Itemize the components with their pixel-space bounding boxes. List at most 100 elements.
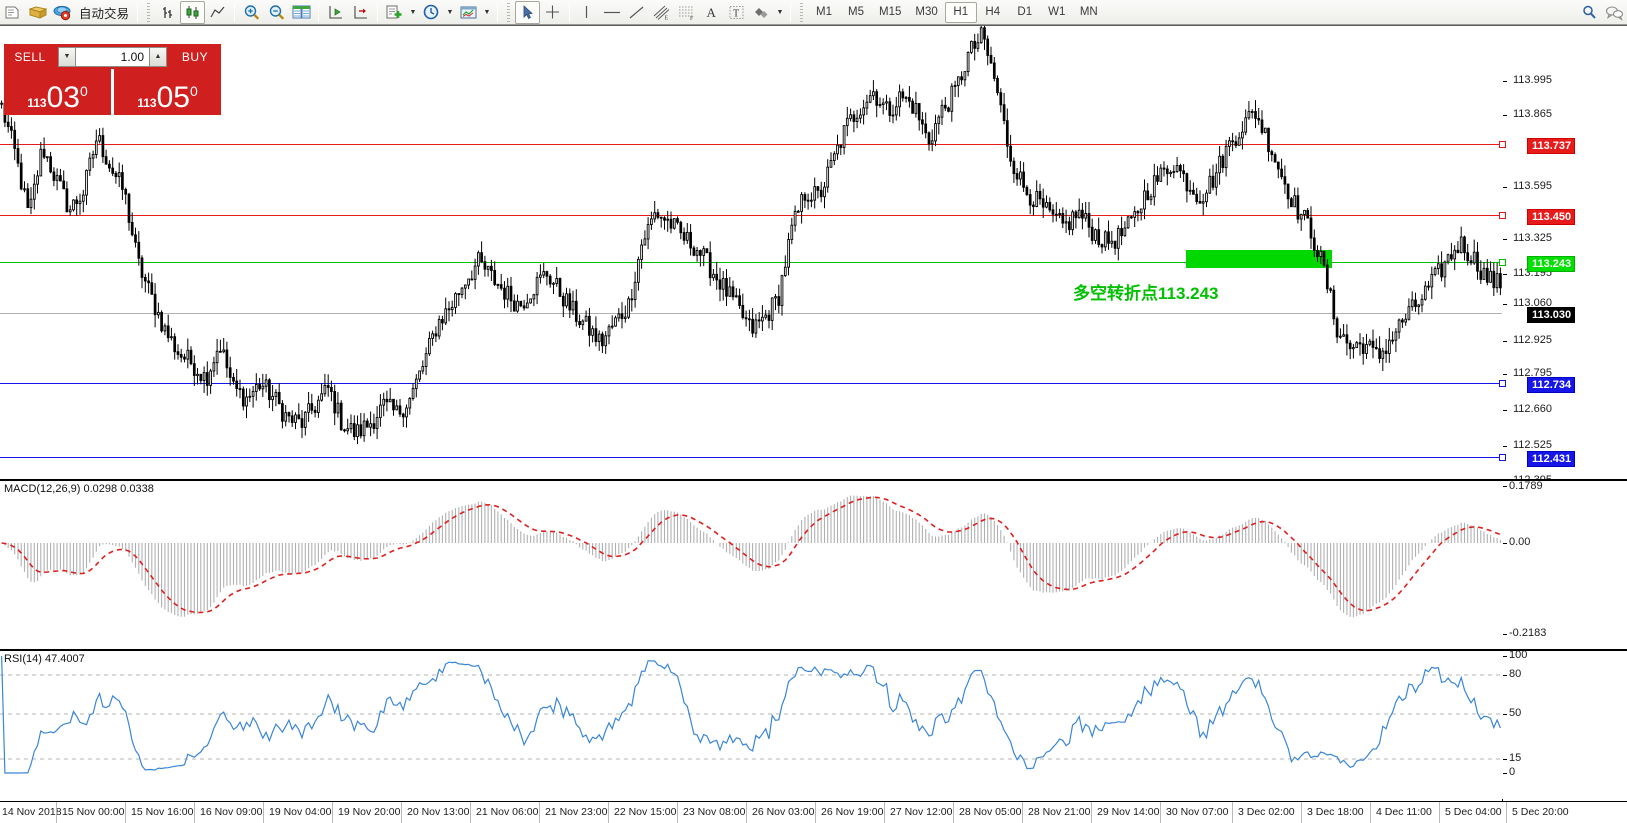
timeframe-d1[interactable]: D1 [1017, 6, 1033, 18]
one-click-trading-panel[interactable]: SELL ▼ 1.00 ▲ BUY 113 03 0 113 05 0 [4, 44, 221, 115]
macd-tick-label: 0.00 [1509, 536, 1531, 548]
timeframe-h4[interactable]: H4 [985, 6, 1001, 18]
line-chart-icon[interactable] [205, 1, 230, 24]
crosshair-icon[interactable] [540, 1, 565, 24]
new-indicator-icon[interactable] [382, 1, 407, 24]
price-tag-113243[interactable]: 113.243 [1527, 256, 1576, 272]
search-icon[interactable] [1577, 1, 1602, 24]
time-axis-label: 21 Nov 06:00 [476, 806, 539, 818]
chevron-down-icon[interactable]: ▼ [776, 8, 784, 16]
level-handle-112431[interactable] [1499, 454, 1506, 461]
text-icon[interactable]: A [699, 1, 724, 24]
rsi-tick-mark [1503, 656, 1507, 657]
toolbar-grip[interactable] [505, 2, 513, 22]
current-price-tag: 113.030 [1527, 307, 1576, 323]
support-line-112734[interactable] [0, 383, 1502, 384]
timeframe-m1[interactable]: M1 [816, 6, 832, 18]
timeframe-m15[interactable]: M15 [879, 6, 902, 18]
vertical-line-icon[interactable] [574, 1, 599, 24]
timeframe-w1[interactable]: W1 [1048, 6, 1066, 18]
resistance-line-113450[interactable] [0, 215, 1502, 216]
pivot-line-113243[interactable] [0, 262, 1502, 263]
shapes-icon[interactable] [749, 1, 774, 24]
zoom-out-icon[interactable] [264, 1, 289, 24]
volume-decrease-button[interactable]: ▼ [58, 46, 76, 67]
volume-increase-button[interactable]: ▲ [149, 46, 167, 67]
resistance-line-113737[interactable] [0, 144, 1502, 145]
price-tick-label: 112.525 [1513, 439, 1552, 451]
equidistant-channel-icon[interactable]: E [649, 1, 674, 24]
candlestick-series [0, 26, 1502, 445]
trendline-icon[interactable] [624, 1, 649, 24]
horizontal-line-icon[interactable] [599, 1, 624, 24]
price-tag-112734[interactable]: 112.734 [1527, 377, 1576, 393]
template-icon[interactable] [456, 1, 481, 24]
time-axis: 14 Nov 2018 15 Nov 00:00 15 Nov 16:00 16 No… [0, 801, 1627, 823]
time-axis-label: 15 Nov 00:00 [62, 806, 125, 818]
level-handle-113243[interactable] [1499, 259, 1506, 266]
toolbar-grip[interactable] [145, 2, 153, 22]
folder-icon[interactable] [25, 1, 50, 24]
sell-price-display[interactable]: 113 03 0 [4, 69, 111, 115]
time-axis-label: 19 Nov 04:00 [269, 806, 332, 818]
time-axis-label: 26 Nov 19:00 [821, 806, 884, 818]
toolbar-group-zoom [239, 0, 314, 25]
timeframe-m30[interactable]: M30 [915, 6, 938, 18]
timeframe-h1[interactable]: H1 [944, 1, 977, 23]
price-tick-label: 112.660 [1513, 403, 1552, 415]
level-handle-113737[interactable] [1499, 141, 1506, 148]
volume-input[interactable]: 1.00 [76, 46, 149, 67]
toolbar-grip[interactable] [798, 2, 806, 22]
order-icon[interactable] [0, 1, 25, 24]
chart-area[interactable]: USDJPY-,H1 113.032 113.072 113.015 113.0… [0, 25, 1627, 823]
sell-button[interactable]: SELL [4, 44, 56, 69]
level-handle-112734[interactable] [1499, 380, 1506, 387]
chevron-down-icon[interactable]: ▼ [483, 8, 491, 16]
time-axis-label: 28 Nov 05:00 [959, 806, 1022, 818]
chevron-down-icon[interactable]: ▼ [409, 8, 417, 16]
price-tag-113737[interactable]: 113.737 [1527, 138, 1576, 154]
price-tick-label: 113.865 [1513, 108, 1552, 120]
buy-price-display[interactable]: 113 05 0 [114, 69, 221, 115]
highlight-zone-rectangle[interactable] [1186, 250, 1332, 268]
toolbar-separator [497, 2, 499, 22]
toolbar-group-drawing: E F A T ▼ [515, 0, 786, 25]
zoom-in-icon[interactable] [239, 1, 264, 24]
chevron-down-icon[interactable]: ▼ [446, 8, 454, 16]
expert-advisor-icon[interactable] [50, 1, 75, 24]
timeframe-m5[interactable]: M5 [848, 6, 864, 18]
timeframe-mn[interactable]: MN [1079, 6, 1098, 18]
toolbar-separator [234, 2, 236, 22]
price-tag-113450[interactable]: 113.450 [1527, 209, 1576, 225]
rsi-pane[interactable]: RSI(14) 47.4007 100 80 50 15 0 [0, 649, 1627, 799]
buy-price-main: 05 [156, 81, 190, 114]
text-label-icon[interactable]: T [724, 1, 749, 24]
price-tick-mark [1503, 81, 1507, 82]
toolbar-separator [377, 2, 379, 22]
fibonacci-icon[interactable]: F [674, 1, 699, 24]
candlestick-chart-icon[interactable] [180, 0, 206, 24]
chat-icon[interactable] [1602, 1, 1627, 24]
price-pane[interactable]: 多空转折点113.243 113.995 113.865 113.595 113… [0, 26, 1627, 521]
time-axis-label: 14 Nov 2018 [2, 806, 62, 818]
cursor-icon[interactable] [515, 0, 541, 24]
macd-pane[interactable]: MACD(12,26,9) 0.0298 0.0338 0.1789 0.00 … [0, 480, 1627, 649]
period-icon[interactable] [419, 1, 444, 24]
volume-control[interactable]: ▼ 1.00 ▲ [56, 44, 169, 69]
current-price-line-113030[interactable] [0, 313, 1502, 314]
price-tag-112431[interactable]: 112.431 [1527, 451, 1576, 467]
auto-scroll-icon[interactable] [323, 1, 348, 24]
autotrading-label[interactable]: 自动交易 [79, 6, 130, 21]
buy-button[interactable]: BUY [169, 44, 221, 69]
data-window-icon[interactable] [289, 1, 314, 24]
toolbar-group-trade: 自动交易 [0, 0, 133, 25]
chart-shift-icon[interactable] [348, 1, 373, 24]
svg-text:A: A [707, 5, 717, 20]
time-axis-separator [1370, 802, 1371, 823]
chart-annotation-text[interactable]: 多空转折点113.243 [1073, 284, 1219, 303]
time-axis-label: 15 Nov 16:00 [131, 806, 194, 818]
level-handle-113450[interactable] [1499, 212, 1506, 219]
rsi-series [0, 655, 1502, 774]
bar-chart-icon[interactable] [155, 1, 180, 24]
support-line-112431[interactable] [0, 457, 1502, 458]
